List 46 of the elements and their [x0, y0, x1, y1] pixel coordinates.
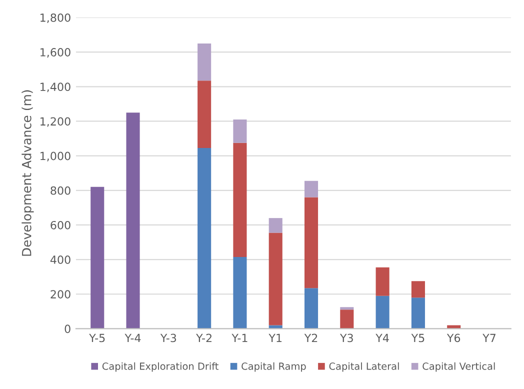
bar — [304, 197, 318, 288]
bar — [268, 218, 282, 233]
bar — [304, 180, 318, 198]
bar — [233, 256, 247, 329]
x-tick-label: Y6 — [446, 334, 460, 342]
legend-label: Capital Lateral — [329, 362, 399, 372]
bar — [340, 310, 354, 329]
bar — [90, 186, 104, 329]
x-tick-label: Y-2 — [196, 334, 212, 342]
legend-label: Capital Exploration Drift — [102, 362, 218, 372]
x-tick-label: Y3 — [340, 334, 353, 342]
bar — [340, 307, 354, 310]
y-tick-label: 800 — [50, 186, 70, 195]
y-tick-label: 200 — [50, 290, 70, 299]
bar — [411, 298, 425, 329]
x-tick-label: Y-4 — [124, 334, 141, 342]
bar — [126, 112, 140, 329]
x-tick-label: Y-5 — [89, 334, 105, 342]
y-tick-label: 400 — [50, 256, 70, 264]
bar — [411, 281, 425, 298]
y-tick-label: 0 — [64, 324, 70, 334]
y-tick-label: 1,800 — [40, 13, 70, 24]
y-tick-label: 1,600 — [40, 48, 70, 58]
bar — [198, 80, 212, 148]
legend-label: Capital Ramp — [242, 362, 306, 372]
y-tick-label: 1,400 — [40, 82, 70, 92]
bar — [198, 43, 212, 81]
x-tick-label: Y5 — [411, 334, 424, 342]
legend-label: Capital Vertical — [422, 362, 495, 372]
x-tick-label: Y7 — [482, 334, 496, 342]
x-tick-label: Y-1 — [232, 334, 248, 342]
y-axis-title: Development Advance (m) — [22, 90, 34, 256]
bar — [376, 296, 390, 329]
x-tick-label: Y4 — [376, 334, 389, 342]
bar — [233, 120, 247, 143]
bar — [376, 267, 390, 296]
x-tick-label: Y-3 — [160, 334, 176, 342]
y-tick-label: 600 — [50, 220, 70, 230]
y-tick-label: 1,000 — [40, 152, 70, 162]
x-tick-label: Y1 — [268, 334, 282, 342]
bar — [304, 288, 318, 329]
bar — [268, 232, 282, 326]
x-tick-label: Y2 — [304, 334, 318, 342]
y-tick-label: 1,200 — [40, 117, 70, 127]
bar — [233, 142, 247, 257]
bar — [198, 148, 212, 329]
